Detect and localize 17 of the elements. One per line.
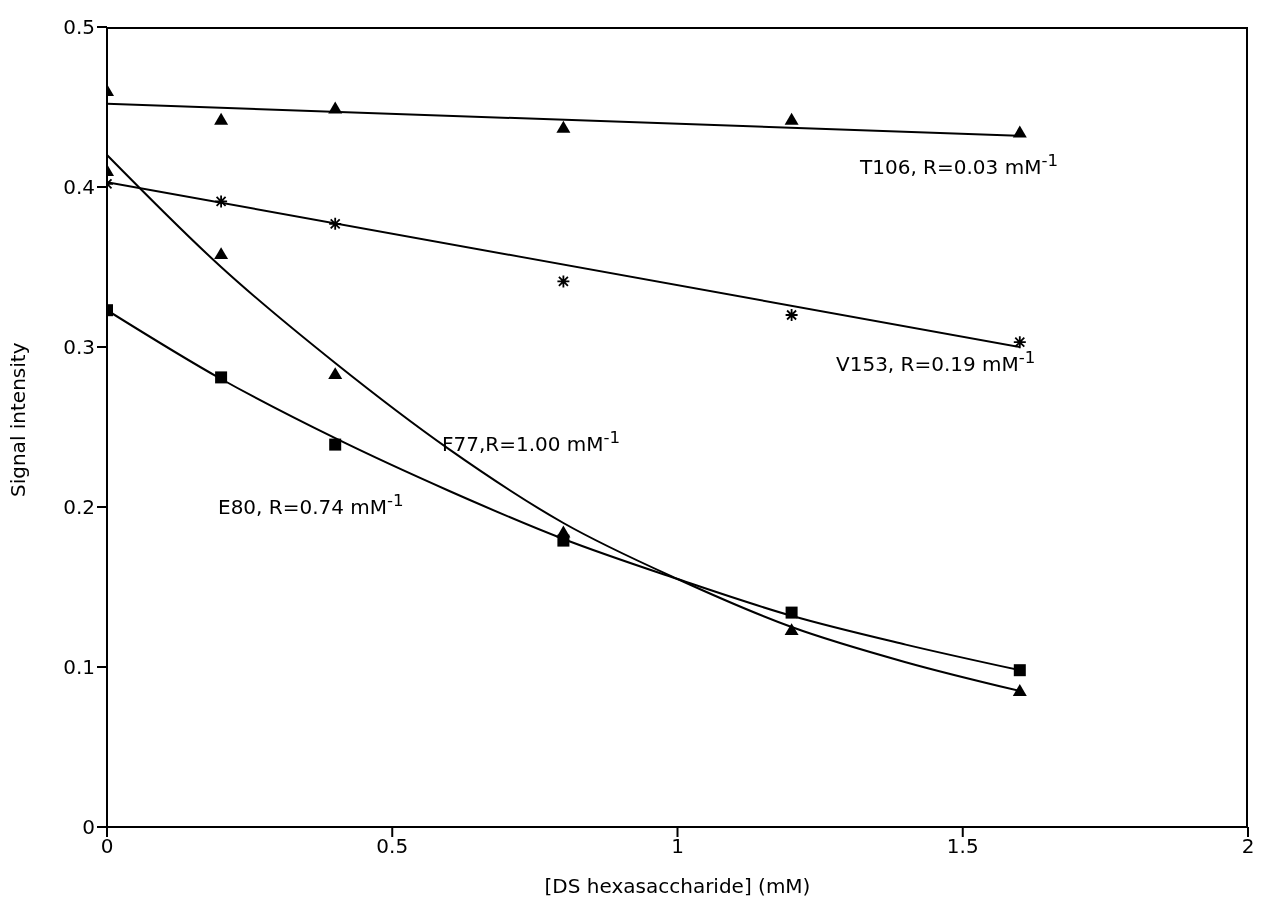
annotation: T106, R=0.03 mM$^{-1}$ [860, 150, 1058, 180]
annotation: E80, R=0.74 mM$^{-1}$ [218, 490, 404, 520]
annotation: V153, R=0.19 mM$^{-1}$ [836, 347, 1036, 377]
x-tick-label: 0 [100, 834, 114, 859]
y-tick-label: 0.2 [63, 495, 95, 520]
x-axis-title: [DS hexasaccharide] (mM) [544, 874, 811, 898]
annotation: F77,R=1.00 mM$^{-1}$ [442, 427, 621, 457]
y-axis-title: Signal intensity [6, 342, 31, 497]
x-tick-label: 1 [671, 834, 684, 859]
y-tick-label: 0 [82, 815, 95, 840]
y-tick-label: 0.5 [63, 15, 95, 40]
y-tick-label: 0.3 [63, 335, 95, 360]
x-tick-label: 2 [1241, 834, 1255, 859]
y-tick-label: 0.1 [63, 655, 95, 680]
x-tick-label: 0.5 [376, 834, 409, 859]
y-tick-label: 0.4 [63, 175, 95, 200]
x-tick-label: 1.5 [946, 834, 979, 859]
